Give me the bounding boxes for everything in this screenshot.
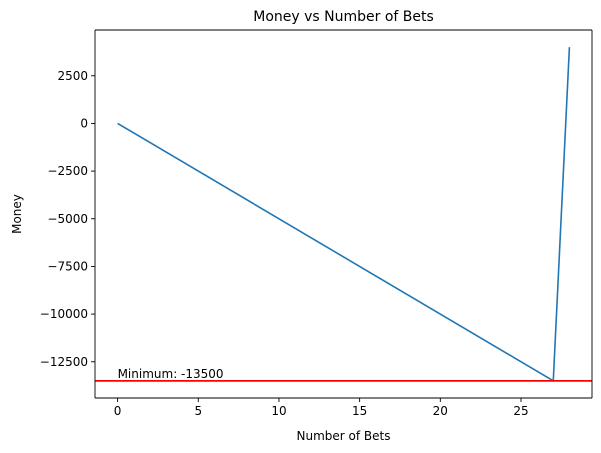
x-tick-label: 20 [433,404,448,418]
y-tick-label: 0 [80,116,88,130]
x-axis-title: Number of Bets [297,429,391,443]
y-tick-label: −5000 [47,212,88,226]
x-tick-label: 5 [194,404,202,418]
chart-title: Money vs Number of Bets [253,9,434,25]
y-axis-title: Money [10,194,24,234]
x-tick-label: 10 [271,404,286,418]
y-tick-label: −2500 [47,164,88,178]
minimum-annotation: Minimum: -13500 [118,367,224,381]
x-tick-label: 15 [352,404,367,418]
x-tick-label: 0 [114,404,122,418]
x-tick-label: 25 [513,404,528,418]
y-tick-label: −10000 [40,307,88,321]
y-tick-label: −12500 [40,355,88,369]
y-tick-label: 2500 [57,69,88,83]
plot-marks: Minimum: -13500 0 5 10 15 20 25 −12500 −10000 −75… [40,29,593,418]
series-line-0 [117,47,571,382]
y-tick-label: −7500 [47,259,88,273]
